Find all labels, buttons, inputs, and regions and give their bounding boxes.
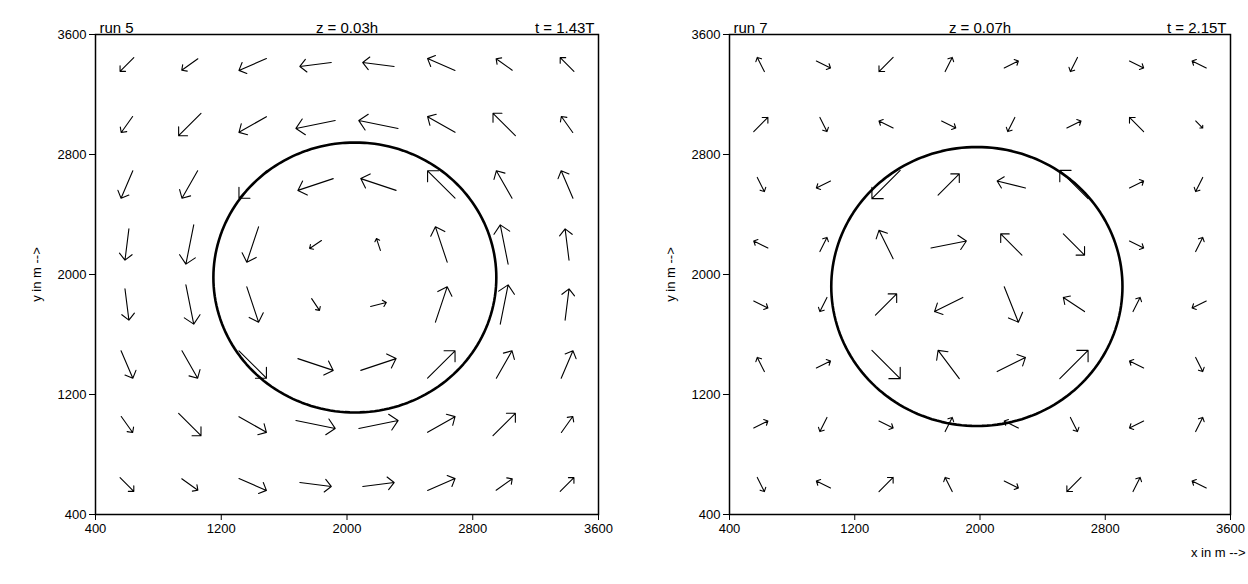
svg-text:1200: 1200 [207,521,236,536]
svg-text:3600: 3600 [584,521,613,536]
svg-text:2000: 2000 [966,521,995,536]
svg-text:y in m -->: y in m --> [29,247,44,302]
svg-text:run 7: run 7 [734,19,768,36]
svg-text:400: 400 [699,507,721,522]
svg-text:1200: 1200 [58,387,87,402]
svg-text:1200: 1200 [692,387,721,402]
svg-text:2000: 2000 [333,521,362,536]
svg-text:3600: 3600 [1216,521,1245,536]
svg-text:400: 400 [65,507,87,522]
svg-text:t = 1.43T: t = 1.43T [535,19,595,36]
svg-text:2800: 2800 [692,147,721,162]
svg-text:z = 0.03h: z = 0.03h [316,19,378,36]
svg-text:1200: 1200 [840,521,869,536]
svg-text:400: 400 [719,521,741,536]
svg-text:2800: 2800 [1091,521,1120,536]
svg-text:y in m -->: y in m --> [663,247,678,302]
svg-text:x in m -->: x in m --> [1191,545,1246,560]
svg-text:2000: 2000 [692,267,721,282]
svg-text:t = 2.15T: t = 2.15T [1167,19,1227,36]
svg-text:2800: 2800 [458,521,487,536]
svg-text:400: 400 [85,521,107,536]
svg-text:3600: 3600 [58,27,87,42]
svg-text:3600: 3600 [692,27,721,42]
svg-text:run 5: run 5 [100,19,134,36]
svg-text:2000: 2000 [58,267,87,282]
svg-text:z = 0.07h: z = 0.07h [949,19,1011,36]
svg-text:2800: 2800 [58,147,87,162]
